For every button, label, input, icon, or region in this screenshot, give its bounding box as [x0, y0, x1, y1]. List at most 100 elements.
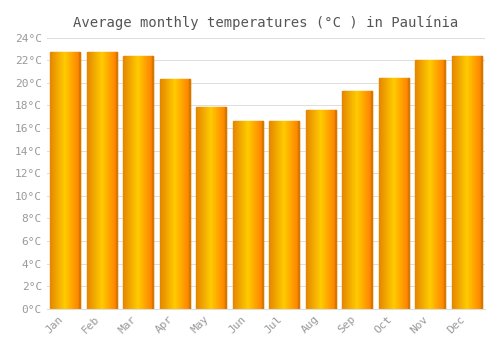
Bar — [290, 121, 291, 309]
Bar — [132, 56, 133, 309]
Bar — [314, 110, 316, 309]
Bar — [199, 106, 200, 309]
Bar — [481, 56, 482, 309]
Bar — [396, 78, 398, 309]
Bar — [145, 56, 146, 309]
Bar — [428, 60, 429, 309]
Bar — [207, 106, 208, 309]
Bar — [232, 121, 234, 309]
Bar — [106, 52, 108, 309]
Bar — [478, 56, 480, 309]
Bar — [221, 106, 222, 309]
Bar — [189, 79, 190, 309]
Bar — [276, 121, 277, 309]
Bar — [357, 91, 358, 309]
Bar — [284, 121, 285, 309]
Bar — [57, 52, 58, 309]
Bar — [124, 56, 125, 309]
Bar — [274, 121, 275, 309]
Bar — [343, 91, 344, 309]
Bar — [462, 56, 463, 309]
Bar — [370, 91, 371, 309]
Bar — [444, 60, 445, 309]
Bar — [458, 56, 459, 309]
Bar — [75, 52, 76, 309]
Bar — [96, 52, 98, 309]
Bar — [72, 52, 73, 309]
Bar — [176, 79, 178, 309]
Bar — [386, 78, 388, 309]
Bar — [288, 121, 289, 309]
Bar — [252, 121, 254, 309]
Bar — [123, 56, 124, 309]
Bar — [141, 56, 142, 309]
Bar — [356, 91, 357, 309]
Bar — [404, 78, 406, 309]
Bar — [293, 121, 294, 309]
Bar — [196, 106, 197, 309]
Bar — [219, 106, 220, 309]
Bar — [203, 106, 204, 309]
Bar — [200, 106, 201, 309]
Bar — [166, 79, 168, 309]
Bar — [306, 110, 308, 309]
Bar — [168, 79, 170, 309]
Bar — [398, 78, 400, 309]
Bar — [438, 60, 439, 309]
Bar — [53, 52, 54, 309]
Bar — [380, 78, 382, 309]
Bar — [277, 121, 278, 309]
Bar — [326, 110, 328, 309]
Bar — [198, 106, 199, 309]
Bar — [436, 60, 437, 309]
Bar — [443, 60, 444, 309]
Bar — [416, 60, 418, 309]
Bar — [86, 52, 88, 309]
Bar — [316, 110, 318, 309]
Bar — [298, 121, 299, 309]
Bar — [61, 52, 62, 309]
Bar — [188, 79, 190, 309]
Bar — [214, 106, 215, 309]
Bar — [68, 52, 69, 309]
Bar — [92, 52, 94, 309]
Bar — [272, 121, 273, 309]
Bar — [135, 56, 136, 309]
Bar — [310, 110, 312, 309]
Bar — [131, 56, 132, 309]
Bar — [143, 56, 144, 309]
Bar — [238, 121, 240, 309]
Bar — [67, 52, 68, 309]
Bar — [296, 121, 297, 309]
Bar — [318, 110, 320, 309]
Bar — [104, 52, 106, 309]
Bar — [359, 91, 360, 309]
Bar — [139, 56, 140, 309]
Bar — [278, 121, 279, 309]
Bar — [295, 121, 296, 309]
Bar — [51, 52, 52, 309]
Bar — [70, 52, 71, 309]
Bar — [442, 60, 443, 309]
Bar — [466, 56, 468, 309]
Bar — [66, 52, 67, 309]
Bar — [406, 78, 408, 309]
Bar — [52, 52, 53, 309]
Bar — [464, 56, 466, 309]
Bar — [455, 56, 456, 309]
Bar — [234, 121, 236, 309]
Bar — [354, 91, 355, 309]
Bar — [282, 121, 283, 309]
Bar — [426, 60, 427, 309]
Bar — [350, 91, 351, 309]
Bar — [452, 56, 453, 309]
Bar — [425, 60, 426, 309]
Bar — [58, 52, 59, 309]
Bar — [279, 121, 280, 309]
Bar — [209, 106, 210, 309]
Bar — [402, 78, 404, 309]
Bar — [160, 79, 162, 309]
Bar — [205, 106, 206, 309]
Bar — [242, 121, 244, 309]
Bar — [269, 121, 270, 309]
